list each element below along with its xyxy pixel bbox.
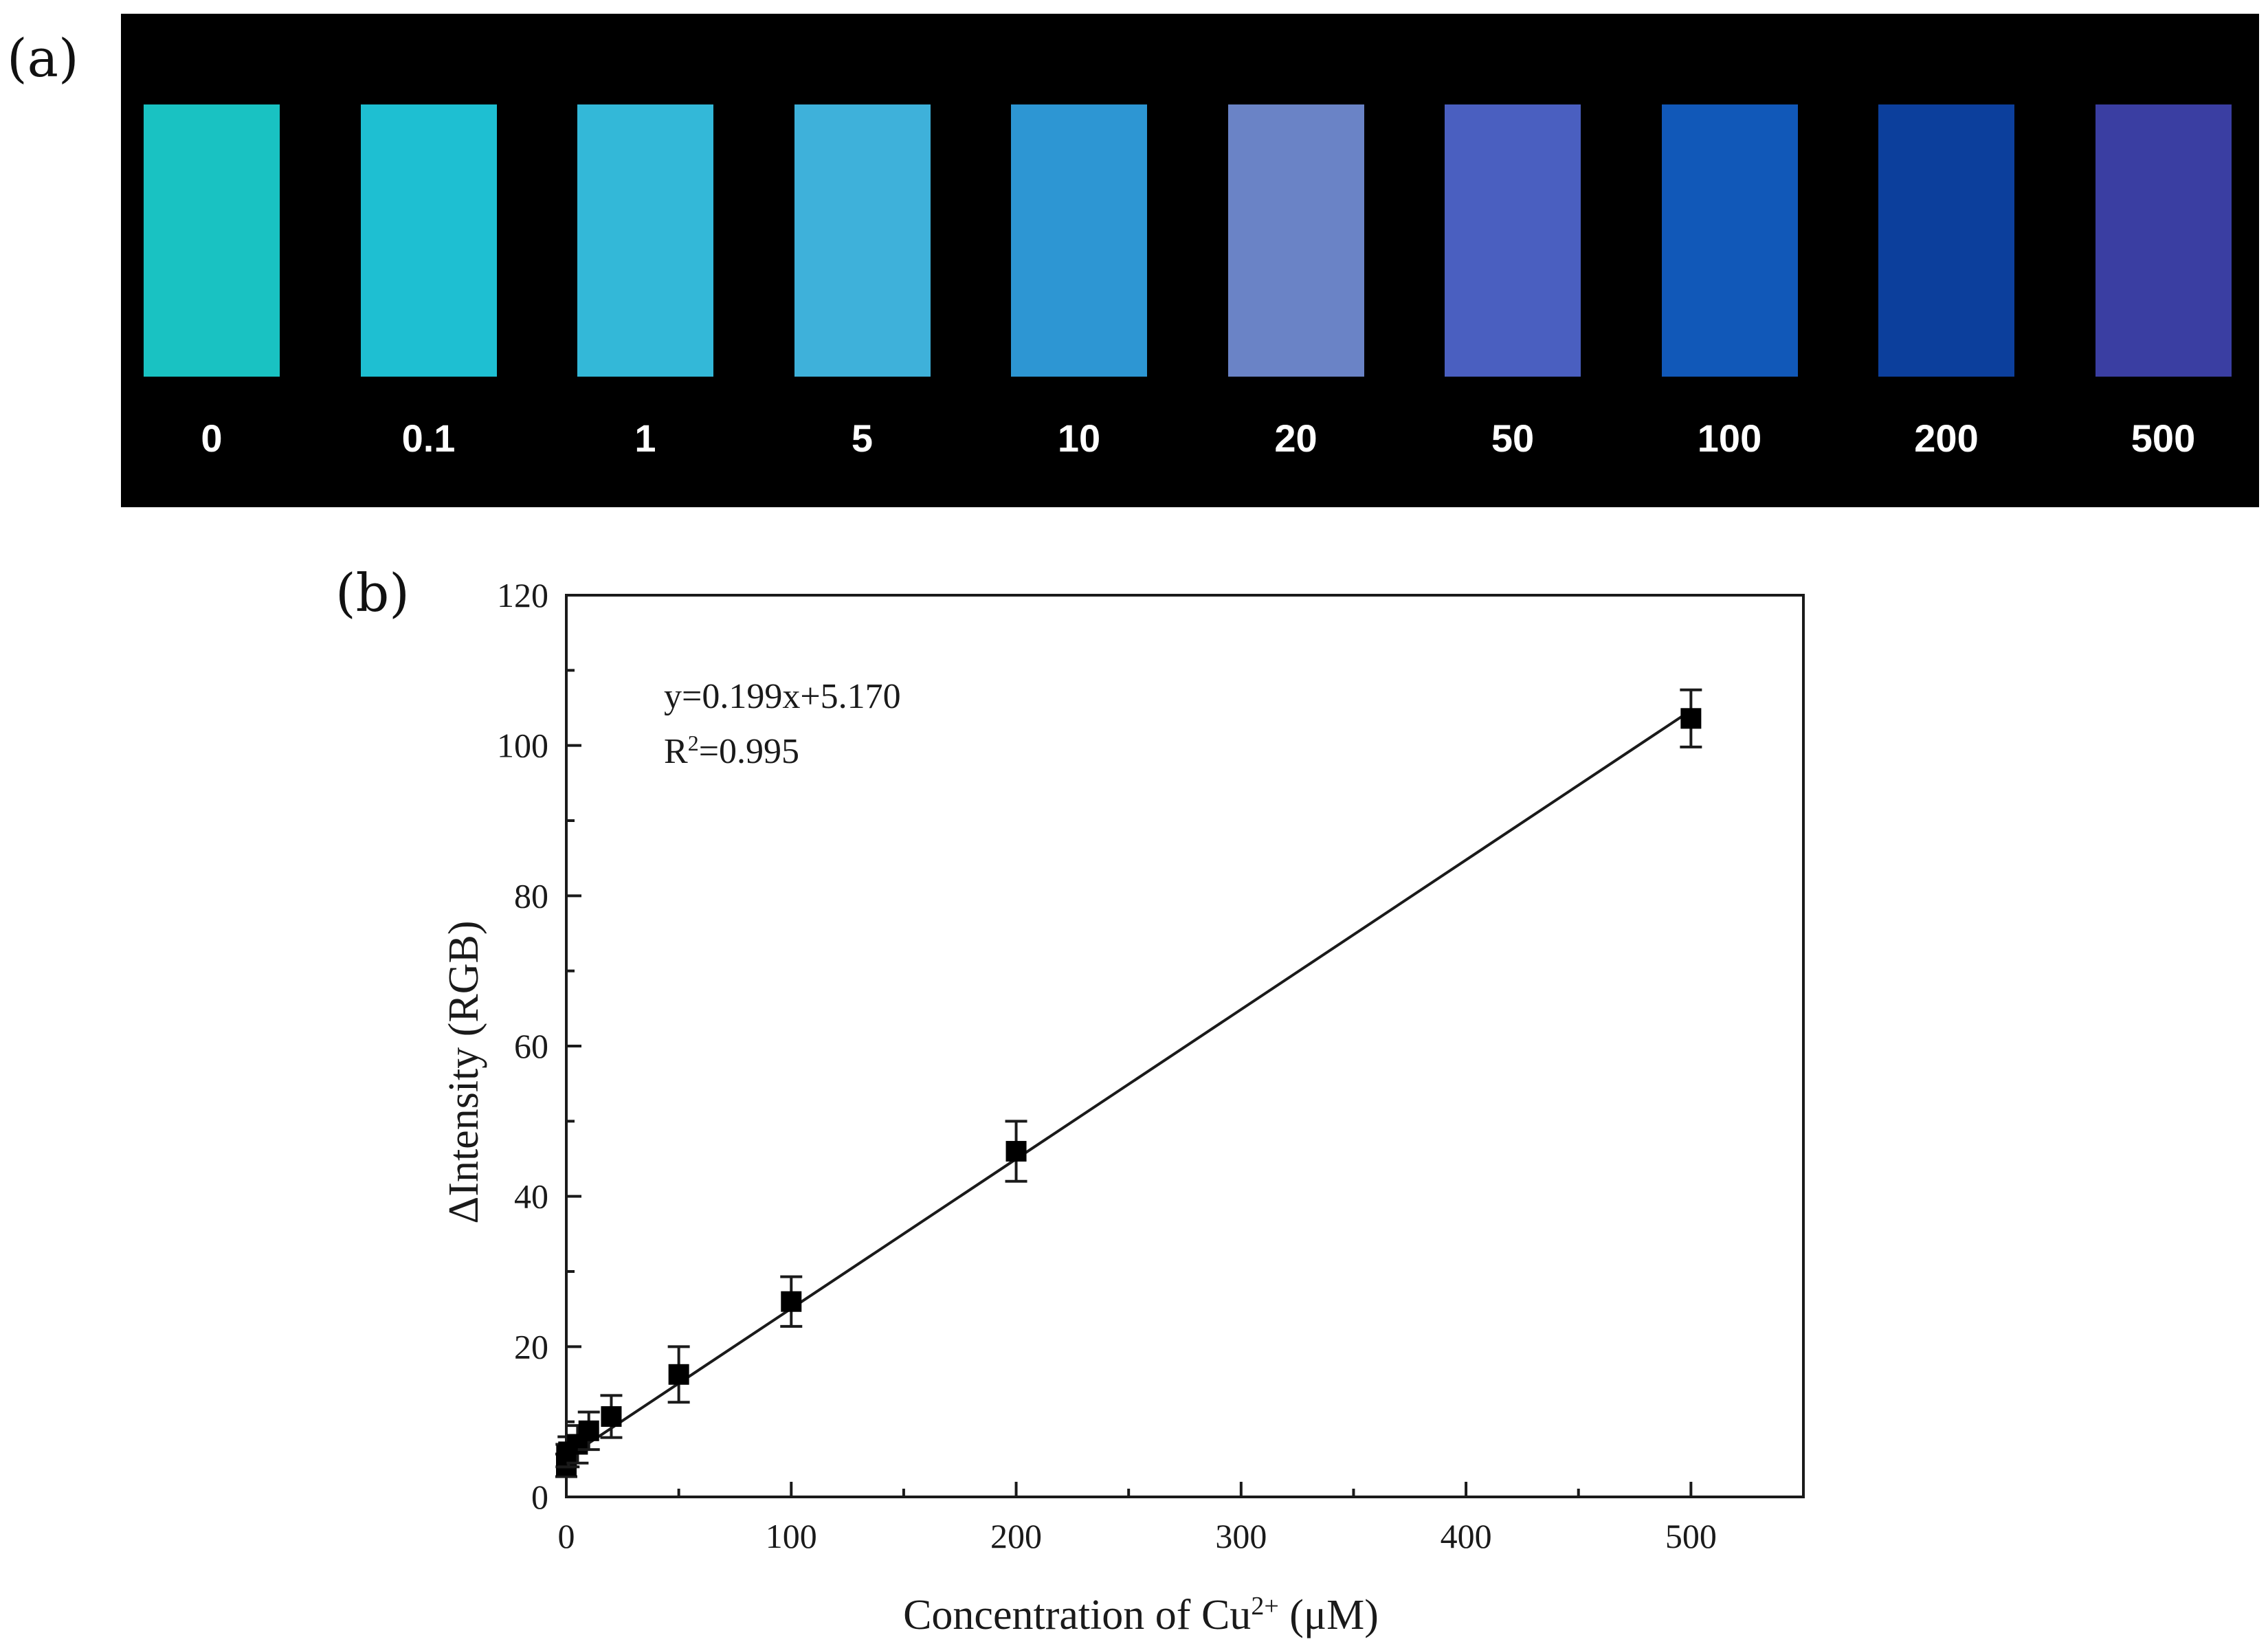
x-tick-label-4: 400 — [1441, 1517, 1492, 1555]
sample-label-9: 500 — [2131, 416, 2196, 460]
data-point-4 — [577, 1410, 600, 1452]
sample-label-2: 1 — [634, 416, 656, 460]
panel-label-a: (a) — [7, 27, 79, 89]
y-tick-label-4: 80 — [514, 876, 548, 915]
data-point-7 — [780, 1275, 803, 1328]
point-marker-9 — [1680, 708, 1702, 729]
sample-label-7: 100 — [1697, 416, 1762, 460]
point-marker-7 — [781, 1291, 802, 1312]
panel-label-b: (b) — [335, 562, 410, 623]
axes: 0 100 200 300 400 500 0 20 40 60 80 100 120 — [497, 576, 1805, 1555]
sample-label-8: 200 — [1914, 416, 1979, 460]
point-marker-5 — [601, 1406, 622, 1428]
x-axis-label-unit: (μM) — [1279, 1592, 1379, 1639]
fit-line-layer — [565, 709, 1692, 1460]
sample-swatch-9 — [2095, 104, 2232, 377]
test-strip-photo: 0 0.1 1 5 10 20 50 100 200 500 — [121, 14, 2259, 507]
y-tick-label-3: 60 — [514, 1027, 548, 1065]
sample-label-1: 0.1 — [401, 416, 456, 460]
fit-equation: y=0.199x+5.170 — [664, 677, 901, 716]
point-marker-4 — [578, 1420, 599, 1441]
sample-swatch-8 — [1878, 104, 2014, 377]
data-point-5 — [600, 1394, 623, 1439]
x-tick-label-2: 200 — [990, 1517, 1042, 1555]
r-squared-symbol: R — [664, 732, 688, 771]
sample-label-6: 50 — [1491, 416, 1535, 460]
sample-swatch-7 — [1661, 104, 1798, 377]
x-tick-label-5: 500 — [1665, 1517, 1717, 1555]
point-marker-6 — [668, 1364, 689, 1385]
data-point-9 — [1680, 688, 1702, 748]
sample-swatch-4 — [1011, 104, 1147, 377]
data-point-6 — [667, 1345, 690, 1404]
point-marker-8 — [1005, 1141, 1027, 1162]
sample-swatch-5 — [1227, 104, 1364, 377]
data-point-8 — [1005, 1120, 1027, 1183]
r-squared-exponent: 2 — [688, 731, 699, 755]
fit-line — [565, 709, 1692, 1460]
x-tick-label-3: 300 — [1215, 1517, 1267, 1555]
sample-label-4: 10 — [1057, 416, 1101, 460]
y-tick-label-5: 100 — [497, 726, 548, 765]
sample-label-5: 20 — [1274, 416, 1318, 460]
x-tick-label-0: 0 — [558, 1517, 575, 1555]
sample-swatch-6 — [1445, 104, 1581, 377]
r-squared: R2=0.995 — [664, 731, 799, 771]
y-tick-label-6: 120 — [497, 576, 548, 614]
y-tick-label-2: 40 — [514, 1177, 548, 1216]
r-squared-value: =0.995 — [699, 732, 799, 771]
y-tick-label-1: 20 — [514, 1327, 548, 1366]
sample-swatch-3 — [794, 104, 931, 377]
data-points — [555, 688, 1702, 1478]
sample-label-3: 5 — [851, 416, 874, 460]
x-axis-label-superscript: 2+ — [1251, 1592, 1278, 1621]
sample-swatch-0 — [144, 104, 280, 377]
sample-label-0: 0 — [201, 416, 223, 460]
x-axis-label-main: Concentration of Cu — [903, 1592, 1251, 1639]
y-tick-label-0: 0 — [531, 1478, 548, 1516]
y-axis-label: ΔIntensity (RGB) — [441, 920, 487, 1223]
x-axis-label: Concentration of Cu2+ (μM) — [903, 1592, 1379, 1639]
sample-swatch-1 — [360, 104, 497, 377]
x-tick-label-1: 100 — [766, 1517, 817, 1555]
sample-swatch-2 — [577, 104, 713, 377]
